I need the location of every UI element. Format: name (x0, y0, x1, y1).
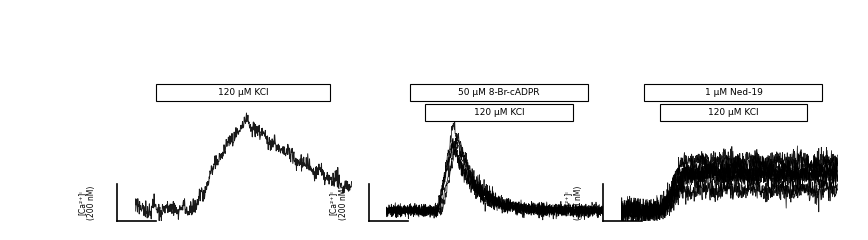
FancyBboxPatch shape (644, 84, 822, 101)
Text: 1 μM Ned-19: 1 μM Ned-19 (705, 88, 762, 97)
Text: [Ca²⁺]ᴵ
(200 nM): [Ca²⁺]ᴵ (200 nM) (77, 185, 96, 220)
Text: 120 μM KCl: 120 μM KCl (474, 108, 524, 117)
Text: [Ca²⁺]ᴵ
(200 nM): [Ca²⁺]ᴵ (200 nM) (329, 185, 348, 220)
Text: [Ca²⁺]ᴵ
(200 nM): [Ca²⁺]ᴵ (200 nM) (563, 185, 582, 220)
FancyBboxPatch shape (660, 104, 807, 121)
Text: 120 μM KCl: 120 μM KCl (218, 88, 268, 97)
FancyBboxPatch shape (410, 84, 589, 101)
FancyBboxPatch shape (156, 84, 330, 101)
Text: 50 μM 8-Br-cADPR: 50 μM 8-Br-cADPR (458, 88, 540, 97)
Text: 120 μM KCl: 120 μM KCl (708, 108, 759, 117)
FancyBboxPatch shape (425, 104, 573, 121)
